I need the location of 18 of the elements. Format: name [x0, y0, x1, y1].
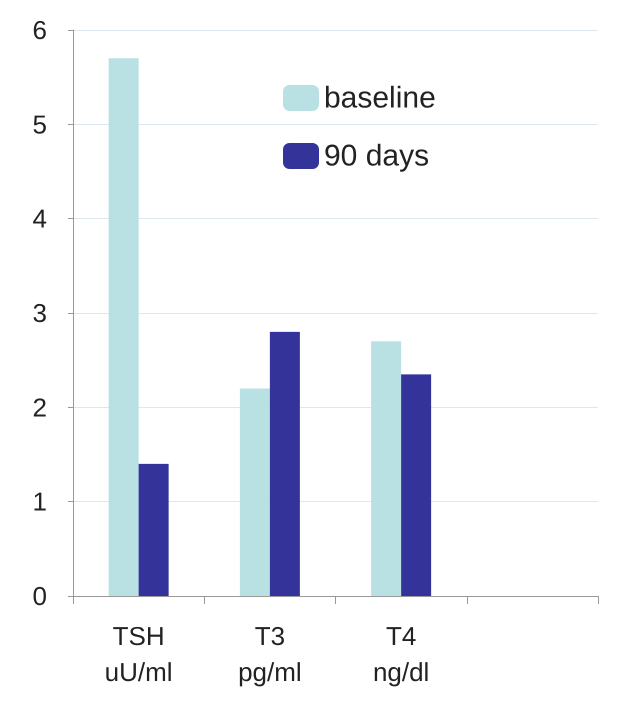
y-tick-label: 2: [32, 392, 47, 422]
legend-label: baseline: [324, 82, 436, 114]
bar: [240, 388, 270, 596]
y-tick-label: 1: [32, 486, 47, 517]
x-tick-label: TSH uU/ml: [104, 621, 173, 687]
x-tick-label: T4 ng/dl: [372, 621, 430, 687]
bar: [270, 332, 300, 596]
bar: [138, 464, 169, 596]
bar: [108, 58, 139, 596]
y-tick-label: 5: [32, 109, 47, 140]
y-tick-label: 4: [32, 204, 47, 234]
bar: [401, 374, 432, 596]
y-tick-label: 6: [32, 15, 47, 45]
y-tick-label: 0: [32, 581, 47, 611]
legend-label: 90 days: [324, 140, 430, 172]
bar: [371, 341, 402, 596]
x-tick-label: T3 pg/ml: [238, 621, 302, 687]
y-tick-label: 3: [32, 298, 47, 328]
